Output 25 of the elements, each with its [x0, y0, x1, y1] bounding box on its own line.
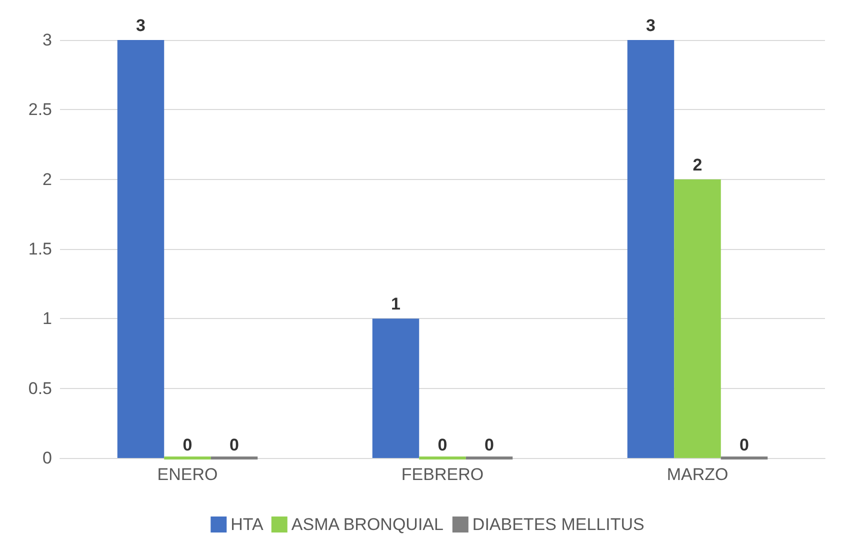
data-label: 0 — [438, 436, 448, 454]
x-tick-label: FEBRERO — [401, 465, 484, 484]
y-tick-label: 2 — [42, 170, 52, 189]
data-label: 0 — [740, 436, 749, 454]
data-label: 1 — [391, 294, 400, 314]
legend-label: HTA — [230, 515, 264, 534]
y-tick-label: 3 — [42, 30, 52, 50]
x-tick-label: MARZO — [666, 465, 728, 484]
y-tick-label: 0.5 — [28, 378, 52, 398]
y-tick-label: 1 — [42, 309, 52, 328]
bar — [372, 318, 420, 458]
data-label: 2 — [692, 155, 702, 174]
x-tick-label: ENERO — [157, 465, 218, 484]
legend-label: ASMA BRONQUIAL — [291, 515, 444, 534]
data-label: 3 — [646, 16, 656, 35]
bar — [627, 40, 674, 458]
data-label: 3 — [136, 16, 146, 35]
data-label: 0 — [484, 436, 494, 454]
y-tick-label: 2.5 — [28, 100, 52, 120]
legend-label: DIABETES MELLITUS — [472, 515, 644, 534]
data-label: 0 — [230, 436, 239, 454]
y-tick-label: 1.5 — [28, 240, 52, 258]
y-tick-label: 0 — [42, 448, 52, 468]
data-label: 0 — [182, 436, 192, 454]
bar — [117, 40, 164, 458]
